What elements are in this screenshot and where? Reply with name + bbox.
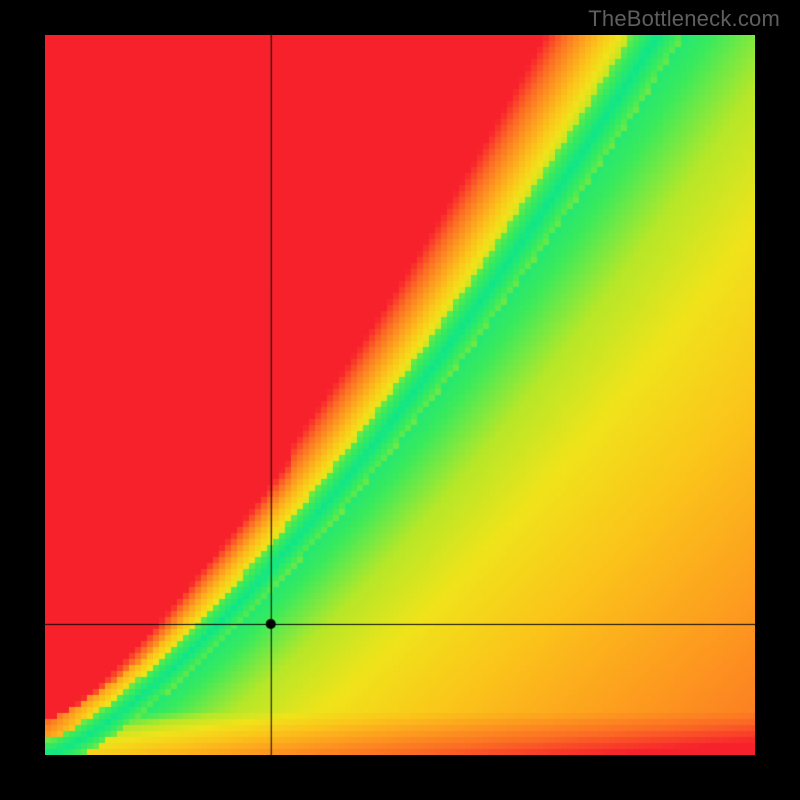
watermark-text: TheBottleneck.com xyxy=(588,6,780,32)
heatmap-canvas xyxy=(45,35,755,755)
chart-container: TheBottleneck.com xyxy=(0,0,800,800)
